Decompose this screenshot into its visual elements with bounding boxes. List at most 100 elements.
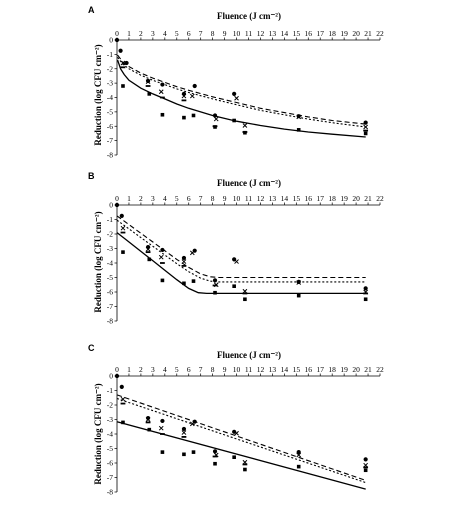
data-point-circle bbox=[363, 286, 368, 291]
x-tick-label: 10 bbox=[233, 194, 241, 203]
x-tick-label: 8 bbox=[211, 194, 215, 203]
y-tick-label: -2 bbox=[107, 64, 113, 73]
data-point-circle bbox=[181, 255, 187, 261]
y-tick-label: -6 bbox=[107, 122, 113, 131]
data-point-circle bbox=[192, 83, 197, 89]
fit-line-dashed bbox=[117, 54, 366, 125]
x-tick-label: 21 bbox=[364, 365, 372, 374]
data-point-cross bbox=[158, 425, 164, 431]
fit-line-solid bbox=[116, 232, 366, 295]
x-tick-label: 20 bbox=[352, 365, 360, 374]
x-tick-label: 0 bbox=[115, 365, 119, 374]
panel-letter: C bbox=[88, 343, 95, 353]
y-tick-label: -1 bbox=[107, 386, 113, 395]
y-axis-title: Reduction (log CFU cm⁻²) bbox=[93, 211, 103, 312]
data-point-circle bbox=[124, 60, 129, 66]
y-axis-title: Reduction (log CFU cm⁻²) bbox=[93, 44, 103, 145]
y-tick-label: -7 bbox=[107, 136, 113, 145]
data-point-cross bbox=[296, 280, 302, 285]
x-tick-label: 17 bbox=[316, 365, 324, 374]
data-point-square bbox=[191, 279, 196, 283]
x-tick-label: 18 bbox=[328, 365, 336, 374]
data-point-dash bbox=[242, 292, 248, 295]
x-tick-label: 5 bbox=[175, 194, 179, 203]
y-tick-label: 0 bbox=[109, 372, 113, 381]
data-point-circle bbox=[118, 48, 123, 53]
y-tick-label: -6 bbox=[107, 459, 113, 468]
x-tick-label: 16 bbox=[305, 365, 313, 374]
data-point-square bbox=[160, 112, 165, 117]
x-tick-label: 10 bbox=[233, 365, 241, 374]
data-point-square bbox=[243, 130, 247, 135]
data-point-square bbox=[243, 297, 247, 302]
x-tick-label: 6 bbox=[187, 194, 191, 203]
data-point-dash bbox=[160, 262, 165, 264]
data-point-dash bbox=[160, 96, 165, 99]
fit-line-dashed bbox=[116, 215, 366, 279]
x-tick-label: 13 bbox=[269, 365, 277, 374]
data-point-square bbox=[160, 278, 165, 283]
panel-b: B Fluence (J cm⁻²) Reduction (log CFU cm… bbox=[88, 171, 384, 326]
x-tick-label: 9 bbox=[223, 29, 227, 38]
fit-line-dashed bbox=[116, 394, 366, 481]
data-point-circle bbox=[363, 457, 368, 462]
y-tick-label: -7 bbox=[107, 302, 113, 311]
x-tick-label: 21 bbox=[364, 29, 372, 38]
x-tick-label: 1 bbox=[127, 194, 131, 203]
x-tick-label: 13 bbox=[269, 29, 277, 38]
panel-c: C Fluence (J cm⁻²) Reduction (log CFU cm… bbox=[88, 343, 384, 497]
y-tick-label: -8 bbox=[107, 151, 113, 160]
panel-letter: B bbox=[88, 171, 95, 181]
y-tick-label: 0 bbox=[109, 36, 113, 45]
data-point-cross bbox=[120, 225, 126, 231]
plot-area: 0 1 2 3 4 5 6 7 8 9 10 11 12 13 14 15 16 17 18 19 20 21 220-1-… bbox=[107, 365, 384, 497]
x-tick-label: 7 bbox=[199, 194, 203, 203]
x-tick-label: 22 bbox=[376, 29, 384, 38]
data-point-cross bbox=[296, 452, 302, 458]
data-point-square bbox=[147, 427, 152, 432]
x-tick-label: 22 bbox=[376, 194, 384, 203]
data-point-cross bbox=[158, 89, 164, 95]
data-point-square bbox=[213, 125, 217, 129]
x-tick-label: 10 bbox=[233, 29, 241, 38]
x-tick-label: 13 bbox=[269, 194, 277, 203]
data-point-dash bbox=[160, 433, 165, 435]
y-tick-label: -8 bbox=[107, 488, 113, 497]
x-tick-label: 12 bbox=[257, 194, 265, 203]
data-point-square bbox=[191, 450, 196, 454]
x-tick-label: 20 bbox=[352, 194, 360, 203]
y-tick-label: 0 bbox=[109, 201, 113, 210]
data-point-cross bbox=[234, 259, 239, 264]
data-point-dash bbox=[212, 284, 218, 287]
data-point-square bbox=[147, 257, 152, 262]
data-point-dash bbox=[242, 463, 248, 466]
x-tick-label: 22 bbox=[376, 365, 384, 374]
data-point-circle bbox=[119, 384, 124, 389]
x-axis-title: Fluence (J cm⁻²) bbox=[217, 11, 281, 21]
x-tick-label: 14 bbox=[281, 365, 289, 374]
x-tick-label: 15 bbox=[293, 29, 301, 38]
data-point-square bbox=[182, 281, 186, 286]
data-point-circle bbox=[296, 279, 301, 284]
x-tick-label: 2 bbox=[139, 29, 143, 38]
x-tick-label: 11 bbox=[245, 194, 252, 203]
data-point-cross bbox=[189, 421, 195, 427]
y-tick-label: -1 bbox=[107, 50, 113, 59]
x-tick-label: 12 bbox=[257, 365, 265, 374]
x-tick-label: 14 bbox=[281, 29, 289, 38]
y-axis-title: Reduction (log CFU cm⁻²) bbox=[93, 383, 103, 484]
data-point-square bbox=[232, 284, 236, 288]
fit-line-solid bbox=[116, 59, 366, 138]
x-tick-label: 0 bbox=[115, 29, 119, 38]
data-point-cross bbox=[213, 116, 219, 122]
data-point-square bbox=[121, 250, 125, 254]
x-tick-label: 11 bbox=[245, 365, 252, 374]
data-point-cross bbox=[145, 79, 151, 85]
x-tick-label: 4 bbox=[163, 29, 167, 38]
data-point-dash bbox=[120, 402, 126, 405]
data-point-cross bbox=[181, 430, 187, 435]
data-point-dash bbox=[363, 292, 369, 295]
x-tick-label: 16 bbox=[305, 29, 313, 38]
data-point-circle bbox=[212, 113, 218, 118]
